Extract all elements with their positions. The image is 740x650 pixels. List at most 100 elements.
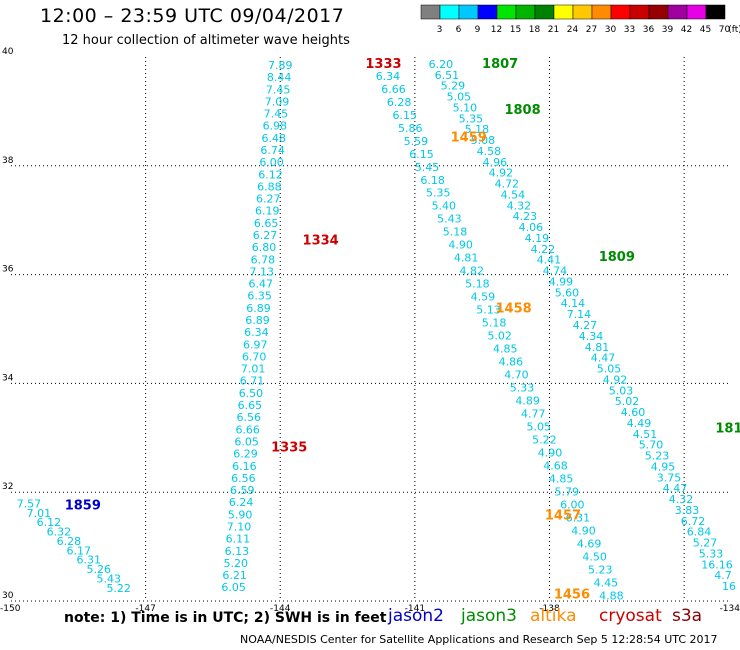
swh-value: 6.48: [261, 132, 286, 145]
swh-value: 6.28: [57, 535, 82, 548]
y-tick-label: 36: [2, 265, 14, 275]
swh-value: 3.75: [657, 471, 682, 484]
swh-value: 8.44: [267, 71, 292, 84]
swh-value: 4.54: [501, 188, 526, 201]
swh-value: 4.68: [543, 459, 568, 472]
swh-value: 5.43: [96, 572, 121, 585]
swh-value: 6.16: [232, 460, 257, 473]
legend-cryosat: cryosat: [599, 606, 662, 626]
swh-value: 5.13: [476, 304, 501, 317]
swh-value: 6.12: [258, 168, 283, 181]
y-tick-label: 32: [2, 482, 13, 492]
swh-value: 4.19: [525, 232, 550, 245]
swh-value: 6.89: [245, 314, 270, 327]
swh-value: 6.15: [392, 109, 417, 122]
swh-value: 5.60: [555, 286, 580, 299]
colorbar-label: 27: [586, 25, 597, 35]
swh-value: 6.59: [230, 484, 255, 497]
swh-value: 7.57: [17, 497, 42, 510]
swh-value: 6.29: [233, 448, 258, 461]
swh-value: 5.22: [532, 434, 557, 447]
colorbar-label: 45: [700, 25, 711, 35]
swh-value: 4.50: [582, 550, 607, 563]
swh-value: 6.50: [239, 387, 264, 400]
colorbar-label: 70: [719, 25, 731, 35]
swh-value: 5.18: [465, 278, 490, 291]
swh-value: 6.78: [251, 253, 276, 266]
swh-value: 7.13: [250, 265, 275, 278]
swh-value: 4.23: [513, 210, 538, 223]
swh-value: 5.86: [398, 122, 423, 135]
swh-value: 5.18: [482, 317, 507, 330]
swh-value: 6.66: [235, 423, 260, 436]
swh-value: 4.85: [549, 472, 574, 485]
swh-value: 4.96: [483, 156, 508, 169]
swh-value: 6.31: [77, 554, 102, 567]
swh-value: 4.58: [477, 145, 502, 158]
swh-value: 5.27: [693, 537, 718, 550]
colorbar-label: 30: [605, 25, 617, 35]
swh-value: 4.45: [594, 576, 619, 589]
swh-value: 5.02: [615, 395, 640, 408]
pass-time-label: 1809: [599, 250, 635, 265]
swh-value: 6.72: [681, 515, 706, 528]
colorbar-label: 21: [548, 25, 559, 35]
swh-value: 6.00: [560, 498, 585, 511]
swh-value: 4.14: [561, 297, 586, 310]
swh-value: 6.15: [409, 148, 434, 161]
swh-value: 5.90: [228, 508, 253, 521]
swh-value: 6.66: [381, 83, 406, 96]
swh-value: 6.98: [263, 120, 288, 133]
note-text: note: 1) Time is in UTC; 2) SWH is in fe…: [64, 610, 387, 626]
colorbar-label: 24: [567, 25, 579, 35]
colorbar-label: 18: [529, 25, 541, 35]
swh-value: 5.10: [453, 101, 478, 114]
swh-value: 6.56: [237, 411, 262, 424]
swh-value: 4.69: [577, 537, 602, 550]
colorbar-label: 6: [456, 25, 462, 35]
swh-value: 6.80: [252, 241, 277, 254]
legend-s3a: s3a: [672, 606, 703, 626]
x-tick-label: -138: [539, 604, 560, 614]
swh-value: 4.06: [519, 221, 544, 234]
swh-value: 6.65: [238, 399, 263, 412]
swh-value: 5.43: [437, 213, 462, 226]
swh-value: 4.41: [537, 254, 562, 267]
swh-value: 5.22: [106, 582, 131, 595]
swh-value: 5.08: [471, 134, 496, 147]
swh-value: 7.14: [567, 308, 592, 321]
swh-value: 6.71: [240, 375, 265, 388]
colorbar-unit: (ft): [728, 25, 740, 35]
swh-value: 6.47: [248, 278, 273, 291]
swh-value: 5.26: [87, 563, 112, 576]
swh-value: 5.59: [404, 135, 429, 148]
x-tick-label: -147: [135, 604, 155, 614]
swh-value: 4.59: [471, 291, 496, 304]
swh-value: 4.72: [495, 178, 520, 191]
swh-value: 4.34: [579, 330, 604, 343]
x-tick-label: -150: [0, 604, 21, 614]
swh-value: 4.60: [621, 406, 646, 419]
pass-time-label: 1457: [545, 508, 581, 523]
swh-value: 4.32: [507, 199, 532, 212]
pass-time-label: 1810: [715, 421, 740, 436]
pass-time-label: 1333: [365, 57, 401, 72]
swh-value: 4.90: [448, 239, 473, 252]
swh-value: 3.83: [675, 504, 700, 517]
swh-value: 5.23: [645, 450, 670, 463]
swh-value: 4.88: [599, 589, 624, 602]
swh-value: 6.35: [247, 290, 272, 303]
footer-credit: NOAA/NESDIS Center for Satellite Applica…: [240, 633, 718, 646]
swh-value: 6.00: [259, 156, 284, 169]
swh-value: 4.47: [591, 352, 616, 365]
swh-value: 4.92: [489, 167, 514, 180]
swh-value: 6.32: [47, 526, 72, 539]
swh-value: 7.10: [227, 520, 252, 533]
swh-value: 7.45: [266, 83, 291, 96]
swh-value: 5.03: [609, 384, 634, 397]
swh-value: 6.74: [260, 144, 285, 157]
swh-value: 5.45: [415, 161, 440, 174]
x-tick-label: -141: [405, 604, 425, 614]
swh-value: 4.81: [585, 341, 610, 354]
